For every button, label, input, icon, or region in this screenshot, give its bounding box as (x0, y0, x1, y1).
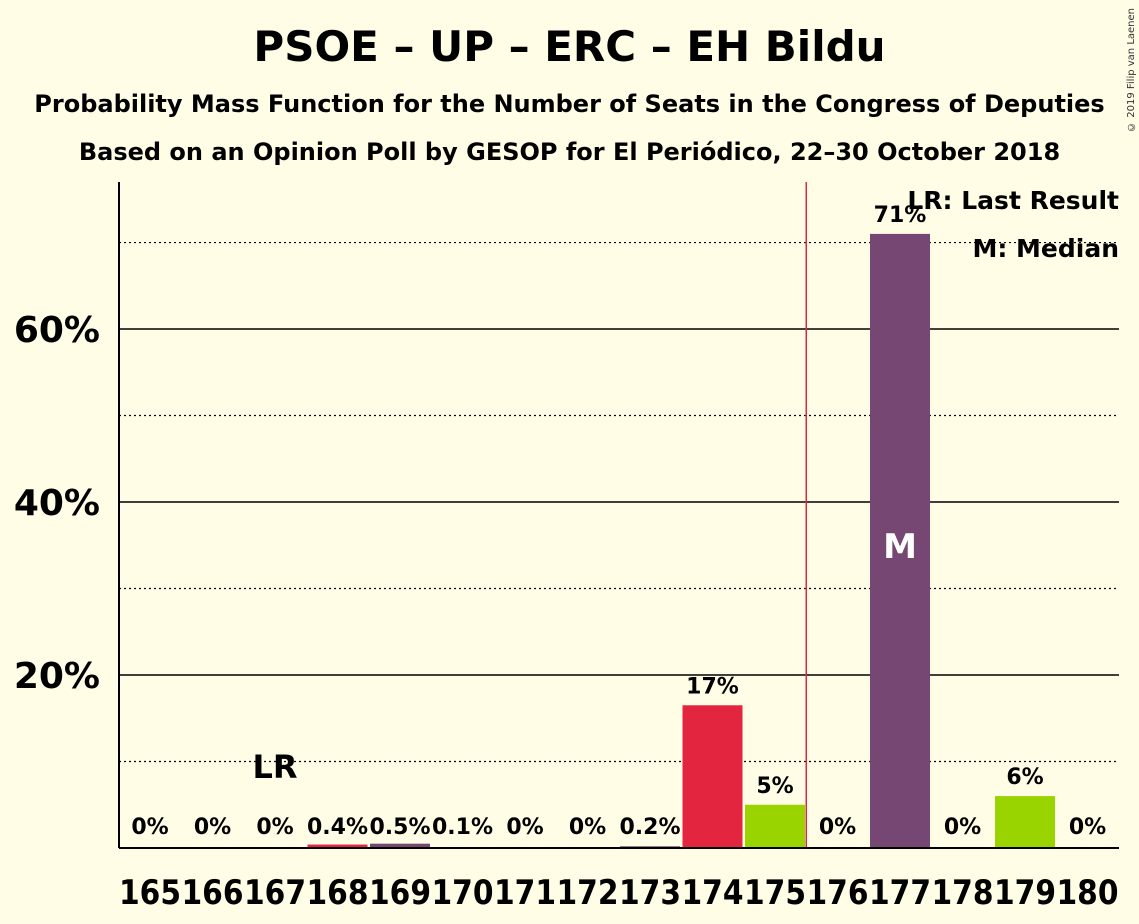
chart-title: PSOE – UP – ERC – EH Bildu (253, 22, 886, 71)
legend-median: M: Median (972, 234, 1119, 263)
y-tick-label: 60% (14, 310, 100, 351)
bar-value-label: 0% (256, 815, 293, 840)
y-tick-label: 20% (14, 656, 100, 697)
chart-subtitle: Probability Mass Function for the Number… (34, 90, 1105, 118)
bar-value-label: 0.1% (432, 815, 493, 840)
bar-value-label: 0% (506, 815, 543, 840)
x-tick-label: 178 (932, 873, 994, 913)
x-tick-label: 168 (307, 873, 369, 913)
median-marker: M (883, 527, 917, 567)
bar-value-label: 0.4% (307, 815, 368, 840)
x-tick-label: 170 (432, 873, 494, 913)
bar-value-label: 17% (686, 674, 739, 699)
x-tick-label: 169 (369, 873, 431, 913)
bar-169 (370, 843, 430, 848)
y-tick-label: 40% (14, 483, 100, 524)
chart-source: Based on an Opinion Poll by GESOP for El… (78, 138, 1061, 166)
bar-value-label: 0% (194, 815, 231, 840)
legend-last-result: LR: Last Result (907, 186, 1119, 215)
x-tick-label: 173 (619, 873, 681, 913)
bar-175 (745, 804, 805, 848)
bar-value-label: 0% (1069, 815, 1106, 840)
bar-value-label: 6% (1006, 765, 1043, 790)
bar-177 (870, 233, 930, 848)
x-tick-label: 177 (869, 873, 931, 913)
bar-value-label: 0.5% (369, 815, 430, 840)
bar-168 (307, 844, 368, 848)
x-tick-label: 174 (682, 873, 744, 913)
x-tick-label: 175 (744, 873, 806, 913)
x-tick-label: 172 (557, 873, 619, 913)
bar-value-label: 0% (131, 815, 168, 840)
x-tick-label: 167 (244, 873, 306, 913)
bar-value-label: 0.2% (619, 815, 680, 840)
bar-value-label: 71% (874, 203, 927, 228)
bar-value-label: 0% (819, 815, 856, 840)
bar-value-label: 5% (756, 774, 793, 799)
bar-174 (682, 705, 743, 848)
x-tick-label: 166 (182, 873, 244, 913)
x-tick-label: 179 (994, 873, 1056, 913)
x-tick-label: 171 (494, 873, 556, 913)
last-result-marker: LR (252, 748, 297, 786)
x-tick-label: 176 (807, 873, 869, 913)
x-tick-label: 165 (119, 873, 181, 913)
bar-179 (995, 796, 1055, 848)
bar-value-label: 0% (569, 815, 606, 840)
bar-value-label: 0% (944, 815, 981, 840)
x-tick-label: 180 (1057, 873, 1119, 913)
